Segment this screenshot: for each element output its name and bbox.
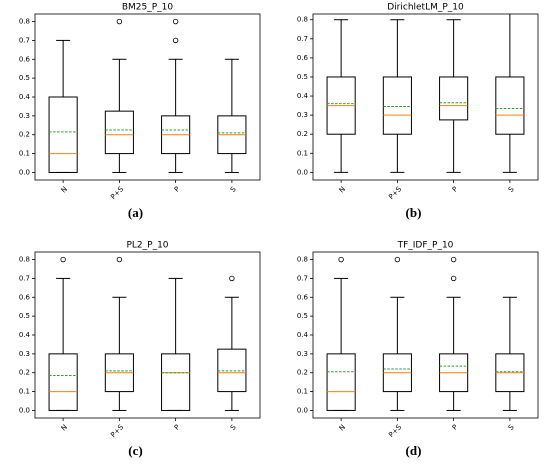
plot-area <box>326 14 525 173</box>
y-tick-label: 0.5 <box>297 312 308 320</box>
y-tick-label: 0.7 <box>19 274 30 282</box>
box <box>104 110 134 155</box>
outlier <box>338 256 344 263</box>
y-tick-label: 0.3 <box>297 350 308 358</box>
y-tick-label: 0.8 <box>19 18 30 26</box>
chart-title: PL2_P_10 <box>126 241 168 251</box>
y-tick-label: 0.3 <box>19 350 30 358</box>
chart-title: DirichletLM_P_10 <box>387 3 464 13</box>
x-tick-label: N <box>60 423 69 432</box>
outlier <box>116 18 123 25</box>
y-tick-label: 0.4 <box>297 331 309 339</box>
plot-frame <box>34 251 261 419</box>
y-tick-label: 0.1 <box>19 150 30 158</box>
caption: (c) <box>128 443 142 458</box>
x-tick-label: N <box>338 423 347 432</box>
y-tick-label: 0.7 <box>19 36 30 44</box>
y-tick-label: 0.1 <box>297 149 308 157</box>
y-tick-label: 0.4 <box>19 93 31 101</box>
y-tick-label: 0.0 <box>297 406 308 414</box>
x-tick-label: P <box>451 185 460 194</box>
y-tick-label: 0.8 <box>19 256 30 264</box>
x-tick-label: P+S <box>387 423 403 439</box>
x-tick-label: P+S <box>109 423 125 439</box>
panel: DirichletLM_P_10 0.0 0.1 0.2 0.3 0.4 0.5 0.6 0.7… <box>297 3 539 220</box>
y-tick-label: 0.2 <box>19 369 30 377</box>
y-tick-label: 0.8 <box>297 16 308 24</box>
plot-frame <box>34 13 261 181</box>
box <box>382 76 412 135</box>
caption: (d) <box>406 443 422 458</box>
x-tick-label: P <box>173 185 182 194</box>
box <box>326 353 356 411</box>
y-tick-label: 0.3 <box>19 112 30 120</box>
y-tick-label: 0.5 <box>297 73 308 81</box>
caption: (b) <box>406 205 422 220</box>
y-tick-label: 0.6 <box>297 293 309 301</box>
panel: BM25_P_10 0.0 0.1 0.2 0.3 0.4 0.5 0.6 0.7 0.8 N P+S… <box>19 3 261 220</box>
box <box>495 76 525 135</box>
y-tick-label: 0.6 <box>19 293 31 301</box>
y-tick-label: 0.4 <box>297 92 309 100</box>
plot-area <box>326 256 525 411</box>
outlier <box>172 18 179 25</box>
x-tick-label: P+S <box>387 185 403 201</box>
outlier <box>60 256 66 263</box>
x-tick-label: S <box>507 423 516 432</box>
y-tick-label: 0.6 <box>19 55 31 63</box>
y-tick-label: 0.2 <box>19 131 30 139</box>
plot-frame <box>312 251 539 419</box>
outlier <box>450 275 457 282</box>
x-tick-label: N <box>338 185 347 194</box>
chart-title: BM25_P_10 <box>122 3 174 13</box>
y-tick-label: 0.4 <box>19 331 31 339</box>
y-tick-label: 0.5 <box>19 74 30 82</box>
box <box>48 353 78 411</box>
x-tick-label: N <box>60 185 69 194</box>
panel: PL2_P_10 0.0 0.1 0.2 0.3 0.4 0.5 0.6 0.7 0.8 N P+S P… <box>19 241 261 458</box>
y-tick-label: 0.1 <box>19 388 30 396</box>
x-tick-label: P+S <box>109 185 125 201</box>
plot-area <box>48 256 247 411</box>
y-tick-label: 0.2 <box>297 369 308 377</box>
y-tick-label: 0.7 <box>297 274 308 282</box>
y-tick-label: 0.7 <box>297 35 308 43</box>
plot-frame <box>312 13 539 181</box>
y-tick-label: 0.1 <box>297 388 308 396</box>
x-tick-label: S <box>229 185 238 194</box>
y-tick-label: 0.5 <box>19 312 30 320</box>
outlier <box>450 256 457 263</box>
y-tick-label: 0.2 <box>297 130 308 138</box>
x-tick-label: P <box>451 423 460 432</box>
outlier <box>229 275 235 282</box>
y-tick-label: 0.6 <box>297 54 309 62</box>
chart-title: TF_IDF_P_10 <box>397 241 454 251</box>
box <box>48 96 78 173</box>
box <box>161 353 191 411</box>
panel: TF_IDF_P_10 0.0 0.1 0.2 0.3 0.4 0.5 0.6 0.7 0.8 N P… <box>297 241 539 458</box>
outlier <box>172 37 179 44</box>
y-tick-label: 0.0 <box>19 168 30 176</box>
outlier <box>394 256 401 263</box>
x-tick-label: P <box>173 423 182 432</box>
box <box>439 76 469 121</box>
y-tick-label: 0.8 <box>297 256 308 264</box>
outlier <box>116 256 123 263</box>
y-tick-label: 0.3 <box>297 111 308 119</box>
x-tick-label: S <box>507 185 516 194</box>
y-tick-label: 0.0 <box>297 168 308 176</box>
plot-area <box>48 18 247 173</box>
y-tick-label: 0.0 <box>19 406 30 414</box>
x-tick-label: S <box>229 423 238 432</box>
caption: (a) <box>128 205 143 220</box>
